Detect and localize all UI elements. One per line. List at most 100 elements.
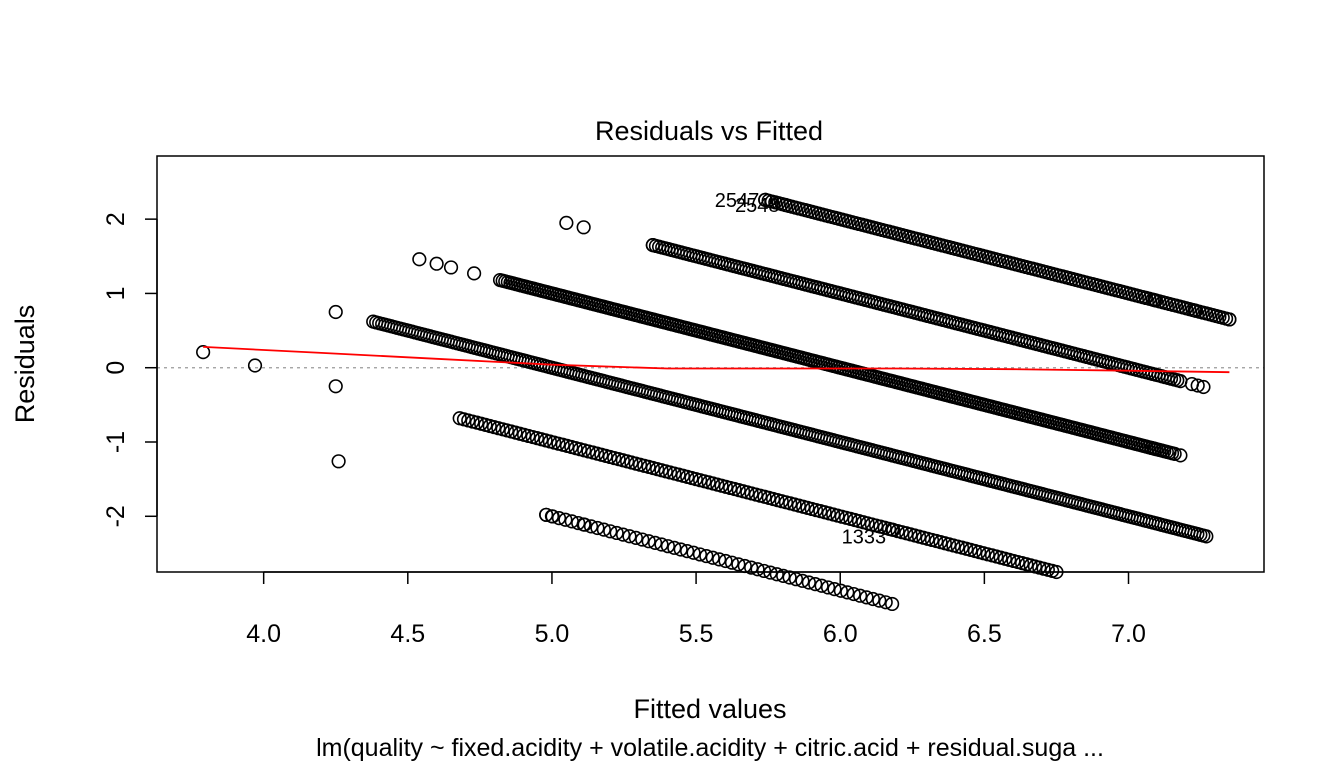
- data-point: [1199, 529, 1214, 544]
- data-point: [744, 560, 759, 575]
- x-tick-label: 4.5: [390, 620, 425, 648]
- data-point: [583, 519, 599, 534]
- data-point: [795, 573, 810, 588]
- data-point: [328, 379, 343, 394]
- data-point: [859, 590, 874, 605]
- data-point: [609, 525, 624, 541]
- point-label: 2547: [715, 190, 760, 212]
- data-point: [758, 192, 773, 207]
- data-point: [615, 527, 631, 542]
- data-point: [865, 591, 881, 607]
- data-point: [852, 588, 868, 603]
- data-point: [814, 578, 829, 593]
- data-point: [769, 567, 784, 582]
- data-point: [1167, 446, 1182, 461]
- data-point: [622, 529, 637, 544]
- data-point: [801, 575, 816, 590]
- data-point: [788, 572, 804, 587]
- data-point: [576, 517, 591, 532]
- data-point: [544, 509, 560, 524]
- x-axis-label: Fitted values: [633, 694, 786, 724]
- data-point: [756, 563, 772, 579]
- point-label: 1333: [842, 527, 887, 549]
- model-formula-subtitle: lm(quality ~ fixed.acidity + volatile.ac…: [316, 734, 1104, 762]
- point-label: 2548: [735, 195, 780, 217]
- x-axis: 4.0 4.5 5.0 5.5 6.0 6.5 7.0: [246, 571, 1146, 648]
- data-point: [840, 585, 855, 600]
- outlier-points: [196, 192, 1237, 537]
- y-axis-label: Residuals: [10, 305, 40, 424]
- data-point: [1138, 290, 1153, 305]
- data-point: [699, 548, 714, 564]
- data-point: [1147, 441, 1162, 456]
- data-point: [820, 580, 836, 595]
- data-point: [443, 260, 459, 275]
- data-point: [1196, 379, 1211, 395]
- data-point: [645, 238, 660, 253]
- data-point: [878, 595, 893, 610]
- x-tick-label: 5.5: [679, 620, 714, 648]
- data-point: [808, 577, 823, 592]
- data-point: [750, 562, 765, 577]
- data-point: [641, 534, 656, 549]
- data-point: [331, 454, 346, 469]
- data-point: [1173, 448, 1188, 463]
- data-point: [196, 345, 211, 360]
- data-point: [603, 524, 618, 539]
- y-tick-label: -1: [102, 431, 130, 453]
- data-point: [680, 544, 695, 559]
- data-point: [673, 542, 688, 557]
- data-point: [833, 583, 848, 598]
- data-point: [635, 532, 650, 547]
- data-point: [885, 522, 900, 537]
- data-point: [559, 215, 574, 230]
- data-point: [1190, 378, 1205, 393]
- y-tick-label: -2: [102, 505, 130, 527]
- data-point: [596, 522, 611, 537]
- y-tick-label: 1: [102, 286, 130, 300]
- data-point: [1222, 312, 1237, 327]
- x-tick-label: 7.0: [1111, 620, 1146, 648]
- data-point: [778, 197, 793, 213]
- x-tick-label: 6.0: [823, 620, 858, 648]
- residual-bands: [366, 192, 1237, 612]
- data-point: [885, 596, 900, 612]
- data-point: [686, 545, 701, 560]
- data-point: [590, 520, 605, 536]
- data-point: [724, 555, 740, 570]
- y-axis: -2 -1 0 1 2: [102, 212, 158, 527]
- data-point: [576, 220, 591, 235]
- data-point: [647, 535, 663, 550]
- data-point: [872, 593, 887, 608]
- data-point: [654, 537, 669, 552]
- data-point: [429, 256, 444, 271]
- data-point: [776, 568, 791, 583]
- data-point: [558, 512, 573, 527]
- y-tick-label: 0: [102, 361, 130, 375]
- data-point: [846, 586, 861, 602]
- x-tick-label: 4.0: [246, 620, 281, 648]
- data-point: [328, 304, 343, 320]
- data-point: [712, 552, 727, 567]
- data-point: [412, 252, 427, 267]
- data-point: [827, 581, 842, 597]
- data-point: [539, 507, 554, 522]
- data-point: [247, 358, 263, 373]
- data-point: [551, 510, 567, 526]
- x-tick-label: 5.0: [535, 620, 570, 648]
- chart-title: Residuals vs Fitted: [595, 116, 823, 146]
- data-point: [467, 266, 482, 281]
- data-point: [1187, 303, 1202, 318]
- smooth-line: [203, 346, 1230, 374]
- data-point: [718, 553, 733, 569]
- y-tick-label: 2: [102, 212, 130, 226]
- data-point: [660, 539, 676, 554]
- data-point: [571, 515, 586, 531]
- data-point: [667, 540, 682, 555]
- data-point: [705, 550, 720, 565]
- data-point: [1147, 293, 1162, 308]
- data-point: [782, 570, 797, 585]
